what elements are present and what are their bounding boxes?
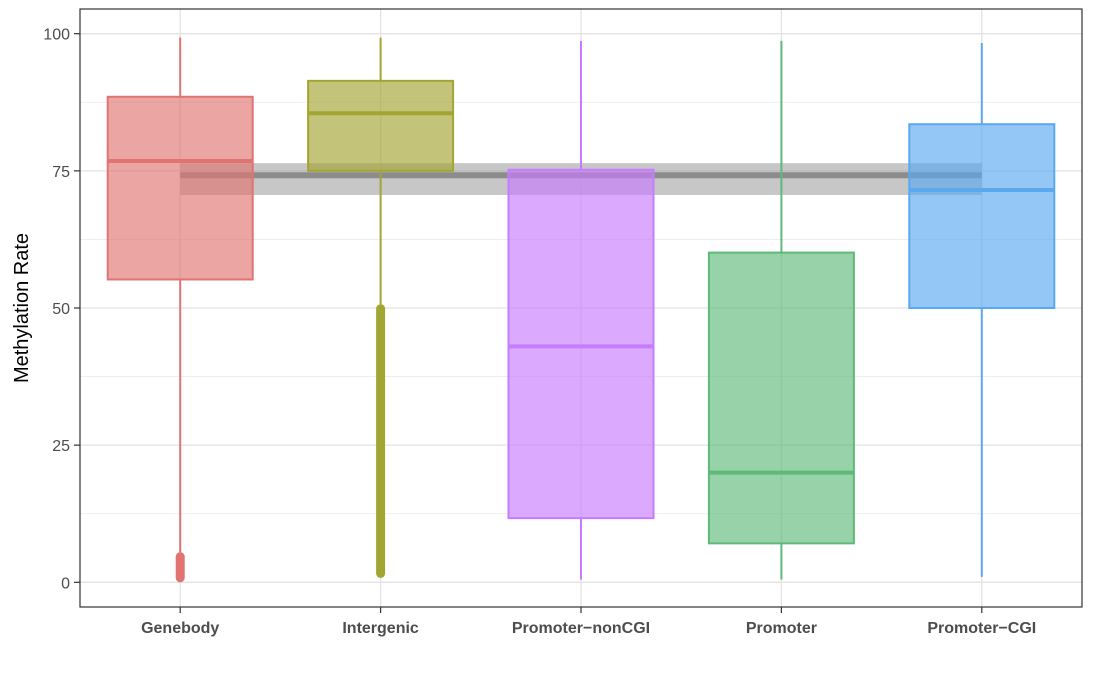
y-tick-label: 50 <box>52 301 70 318</box>
outlier-points <box>175 552 185 583</box>
x-axis: Genebody Intergenic Promoter−nonCGI Promote… <box>141 607 1036 637</box>
box-promoter-cgi <box>908 43 1056 577</box>
x-tick-label: Genebody <box>141 620 219 637</box>
x-tick-label: Intergenic <box>342 620 419 637</box>
y-tick-label: 75 <box>52 164 70 181</box>
box-genebody <box>106 37 254 583</box>
y-axis-title: Methylation Rate <box>11 233 33 383</box>
box-promoter <box>707 40 855 580</box>
x-tick-label: Promoter−nonCGI <box>512 620 650 637</box>
box-iqr <box>908 123 1056 309</box>
box-iqr <box>106 95 254 281</box>
y-tick-label: 25 <box>52 438 70 455</box>
box-iqr <box>307 79 455 172</box>
boxes-layer <box>106 37 1056 583</box>
box-iqr <box>707 251 855 545</box>
y-axis: 0 25 50 75 100 <box>43 27 80 592</box>
box-iqr <box>507 168 655 520</box>
x-tick-label: Promoter−CGI <box>927 620 1036 637</box>
outlier-points <box>376 304 386 578</box>
box-promoter-noncgi <box>507 40 655 580</box>
y-tick-label: 0 <box>61 575 70 592</box>
y-tick-label: 100 <box>43 27 70 44</box>
x-tick-label: Promoter <box>746 620 817 637</box>
box-intergenic <box>307 37 455 578</box>
